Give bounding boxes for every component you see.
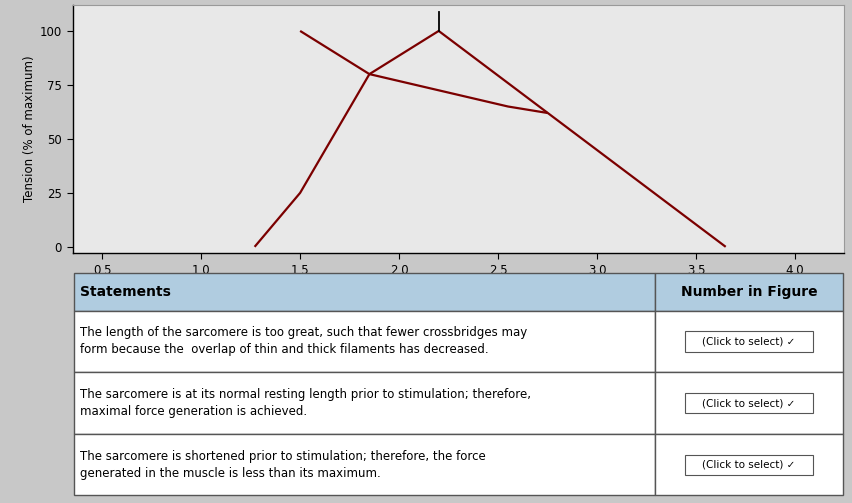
Text: The sarcomere is shortened prior to stimulation; therefore, the force
generated : The sarcomere is shortened prior to stim… <box>80 450 486 480</box>
Text: (Click to select) ✓: (Click to select) ✓ <box>701 337 795 347</box>
Y-axis label: Tension (% of maximum): Tension (% of maximum) <box>23 56 36 203</box>
X-axis label: Sarcomere length (µm): Sarcomere length (µm) <box>381 281 535 294</box>
Bar <box>74 274 654 311</box>
Bar <box>74 372 654 434</box>
Bar <box>654 311 842 372</box>
Text: The sarcomere is at its normal resting length prior to stimulation; therefore,
m: The sarcomere is at its normal resting l… <box>80 388 531 418</box>
Bar <box>74 434 654 495</box>
Bar <box>654 274 842 311</box>
Bar <box>685 331 812 352</box>
Bar <box>654 372 842 434</box>
Text: Number in Figure: Number in Figure <box>680 285 816 299</box>
Bar <box>654 434 842 495</box>
Bar <box>685 393 812 413</box>
Bar <box>74 311 654 372</box>
Text: The length of the sarcomere is too great, such that fewer crossbridges may
form : The length of the sarcomere is too great… <box>80 326 527 357</box>
Bar <box>685 455 812 475</box>
Text: Statements: Statements <box>80 285 171 299</box>
Text: (Click to select) ✓: (Click to select) ✓ <box>701 460 795 470</box>
Text: (Click to select) ✓: (Click to select) ✓ <box>701 398 795 408</box>
